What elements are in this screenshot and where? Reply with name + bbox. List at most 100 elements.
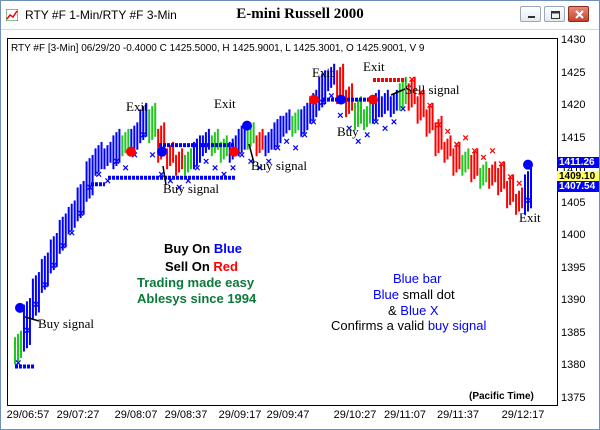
y-tick-label: 1380 — [561, 359, 586, 372]
signal-dot — [368, 94, 378, 105]
buy-x-marker: × — [78, 208, 84, 220]
y-tick-label: 1395 — [561, 261, 586, 274]
buy-x-marker: × — [24, 325, 30, 337]
buy-x-marker: × — [230, 162, 236, 174]
legend-confirms: Confirms a valid buy signal — [331, 318, 486, 333]
buy-x-marker: × — [382, 123, 388, 135]
buy-x-marker: × — [131, 149, 137, 161]
plot-area[interactable] — [7, 38, 558, 406]
buy-x-marker: × — [158, 169, 164, 181]
buy-x-marker: × — [194, 162, 200, 174]
sell-x-marker: × — [516, 178, 522, 190]
window-tab-title: RTY #F 1-Min/RTY #F 3-Min — [25, 8, 177, 22]
buy-signal-label-left: Buy signal — [38, 316, 94, 331]
x-tick-label: 29/07:27 — [56, 409, 100, 421]
y-tick-label: 1415 — [561, 131, 586, 144]
signal-dot — [242, 120, 252, 131]
y-tick-label: 1385 — [561, 326, 586, 339]
buy-x-marker: × — [33, 299, 39, 311]
buy-x-marker: × — [364, 130, 370, 142]
x-tick-label: 29/12:17 — [501, 409, 545, 421]
legend-blue-word: Blue — [213, 241, 243, 256]
legend-blue-word-2: Blue — [373, 287, 400, 302]
buy-x-marker: × — [185, 175, 191, 187]
sell-x-marker: × — [418, 87, 424, 99]
signal-arrow — [162, 165, 167, 186]
sell-x-marker: × — [480, 152, 486, 164]
buy-x-marker: × — [319, 97, 325, 109]
legend-buy-signal-text: buy signal — [427, 318, 487, 333]
sell-x-marker: × — [507, 171, 513, 183]
exit-label-5: Exit — [519, 210, 541, 225]
buy-x-marker: × — [15, 358, 21, 370]
buy-x-marker: × — [328, 91, 334, 103]
buy-x-marker: × — [525, 195, 531, 207]
sell-x-marker: × — [489, 145, 495, 157]
timezone-label: (Pacific Time) — [469, 391, 534, 402]
legend-blue-bar: Blue bar — [393, 271, 442, 286]
x-tick-label: 29/11:37 — [436, 409, 480, 421]
x-tick-label: 29/08:37 — [164, 409, 208, 421]
y-tick-label: 1405 — [561, 196, 586, 209]
buy-x-marker: × — [203, 156, 209, 168]
buy-x-marker: × — [310, 117, 316, 129]
buy-x-marker: × — [221, 169, 227, 181]
time-axis[interactable]: 29/06:57 29/07:27 29/08:07 29/08:37 29/09:17… — [1, 405, 557, 429]
buy-x-marker: × — [87, 182, 93, 194]
legend-small-dot: Blue small dot — [373, 287, 455, 302]
sell-x-marker: × — [436, 119, 442, 131]
buy-x-marker: × — [212, 162, 218, 174]
buy-x-marker: × — [248, 156, 254, 168]
maximize-button[interactable] — [544, 6, 565, 22]
y-tick-label: 1420 — [561, 99, 586, 112]
buy-x-marker: × — [42, 279, 48, 291]
buy-x-marker: × — [373, 117, 379, 129]
x-tick-label: 29/09:17 — [218, 409, 262, 421]
close-icon — [575, 10, 584, 19]
buy-x-marker: × — [176, 182, 182, 194]
legend-ablesys: Ablesys since 1994 — [137, 291, 257, 306]
buy-x-marker: × — [96, 169, 102, 181]
legend-blue-x: & Blue X — [388, 303, 439, 318]
legend-sell-on-red: Sell On Red — [165, 259, 238, 274]
buy-label: Buy — [337, 124, 359, 139]
close-button[interactable] — [568, 6, 589, 22]
buy-x-marker: × — [292, 143, 298, 155]
sell-x-marker: × — [409, 74, 415, 86]
legend-small-dot-text: small dot — [399, 287, 455, 302]
sell-x-marker: × — [427, 100, 433, 112]
buy-x-marker: × — [266, 156, 272, 168]
chart-title: E-mini Russell 2000 — [236, 6, 364, 22]
y-tick-label: 1400 — [561, 229, 586, 242]
sell-x-marker: × — [462, 132, 468, 144]
signal-arrow — [390, 88, 406, 96]
legend-trading-made-easy: Trading made easy — [137, 275, 255, 290]
signal-dot — [309, 94, 319, 105]
buy-x-marker: × — [149, 149, 155, 161]
legend-sell-prefix: Sell On — [165, 259, 214, 274]
sell-x-marker: × — [498, 158, 504, 170]
signal-dot — [336, 94, 346, 105]
buy-x-marker: × — [355, 136, 361, 148]
minimize-button[interactable] — [520, 6, 541, 22]
signal-arrow — [248, 143, 255, 164]
legend-red-word: Red — [213, 259, 238, 274]
sell-signal-label: Sell signal — [405, 82, 460, 97]
chart-app-icon — [6, 9, 18, 21]
legend-buy-prefix: Buy On — [164, 241, 214, 256]
x-tick-label: 29/06:57 — [6, 409, 50, 421]
price-axis[interactable]: 1430142514201415141014051400139513901385… — [557, 29, 599, 405]
signal-arrow — [24, 316, 40, 322]
buy-x-marker: × — [140, 130, 146, 142]
signal-dot — [523, 159, 533, 170]
legend-confirms-text: Confirms a valid — [331, 318, 428, 333]
x-tick-label: 29/09:47 — [266, 409, 310, 421]
buy-x-marker: × — [283, 136, 289, 148]
buy-x-marker: × — [274, 143, 280, 155]
y-tick-label: 1425 — [561, 66, 586, 79]
signal-dot — [157, 146, 167, 157]
info-line: RTY #F [3-Min] 06/29/20 -0.4000 C 1425.5… — [11, 43, 425, 54]
buy-x-marker: × — [51, 260, 57, 272]
maximize-icon — [551, 11, 560, 19]
